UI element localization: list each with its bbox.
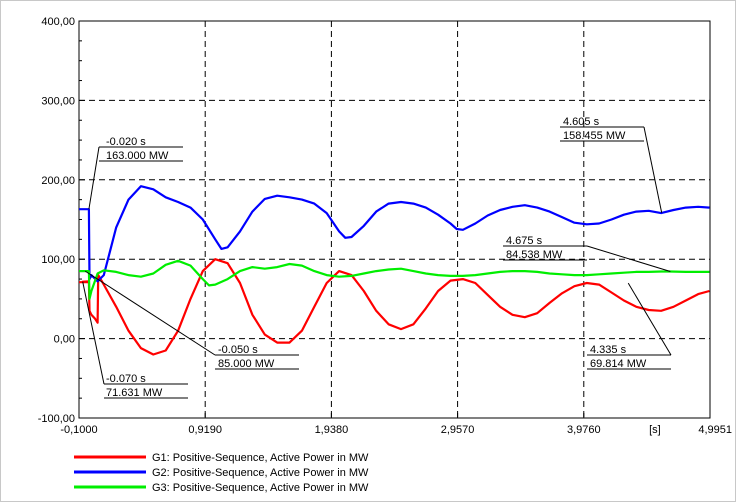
- annotation-layer: -0.020 s 163.000 MW -0.050 s 85.000 MW -0.07…: [82, 116, 672, 399]
- x-unit-label: [s]: [649, 424, 661, 436]
- x-tick-label: 1,9380: [315, 424, 349, 436]
- annotation: 4.605 s 158.455 MW: [560, 116, 663, 213]
- annotation-leader: [627, 282, 672, 356]
- annotation-time: 4.335 s: [590, 344, 627, 356]
- x-tick-label: -0,1000: [60, 424, 97, 436]
- x-tick-label: 2,9570: [441, 424, 475, 436]
- annotation-value: 85.000 MW: [218, 358, 275, 370]
- annotation: 4.675 s 84.538 MW: [503, 235, 671, 272]
- y-tick-label: 300,00: [41, 95, 75, 107]
- annotation-leader: [88, 146, 100, 210]
- annotation-leader: [84, 270, 216, 356]
- x-tick-label: 0,9190: [188, 424, 222, 436]
- y-tick-label: 100,00: [41, 254, 75, 266]
- annotation-time: 4.605 s: [563, 116, 600, 128]
- grid-lines: [79, 21, 710, 418]
- annotation-leader: [643, 126, 663, 213]
- annotation-value: 71.631 MW: [106, 387, 163, 399]
- legend-label-g1: G1: Positive-Sequence, Active Power in M…: [152, 452, 369, 464]
- plot-frame: [78, 20, 711, 419]
- annotation-leader: [82, 281, 105, 385]
- y-tick-label: 200,00: [41, 175, 75, 187]
- y-tick-label: 400,00: [41, 16, 75, 28]
- annotation-value: 158.455 MW: [563, 130, 626, 142]
- series-line-g3: [79, 259, 710, 300]
- y-tick-label: -100,00: [38, 413, 75, 425]
- annotation-value: 163.000 MW: [106, 150, 169, 162]
- annotation: -0.070 s 71.631 MW: [82, 281, 188, 399]
- annotation-value: 84.538 MW: [506, 249, 563, 261]
- series-line-g2: [79, 185, 710, 283]
- annotation-leader: [586, 245, 671, 272]
- legend: G1: Positive-Sequence, Active Power in M…: [74, 452, 369, 494]
- annotation: 4.335 s 69.814 MW: [587, 282, 672, 370]
- x-tick-label: 4,9951: [698, 424, 732, 436]
- annotation-time: -0.020 s: [106, 136, 146, 148]
- annotation-time: 4.675 s: [506, 235, 543, 247]
- y-tick-label: 0,00: [54, 334, 75, 346]
- series-layer: [79, 185, 710, 356]
- annotation-time: -0.050 s: [218, 344, 258, 356]
- annotation-value: 69.814 MW: [590, 358, 647, 370]
- legend-label-g3: G3: Positive-Sequence, Active Power in M…: [152, 482, 369, 494]
- annotation-time: -0.070 s: [106, 373, 146, 385]
- x-tick-label: 3,9760: [567, 424, 601, 436]
- axes: -100,00 0,00 100,00 200,00 300,00 400,00 -0,10…: [38, 16, 732, 436]
- annotation: -0.050 s 85.000 MW: [84, 270, 299, 370]
- legend-label-g2: G2: Positive-Sequence, Active Power in M…: [152, 467, 369, 479]
- annotation: -0.020 s 163.000 MW: [88, 136, 183, 210]
